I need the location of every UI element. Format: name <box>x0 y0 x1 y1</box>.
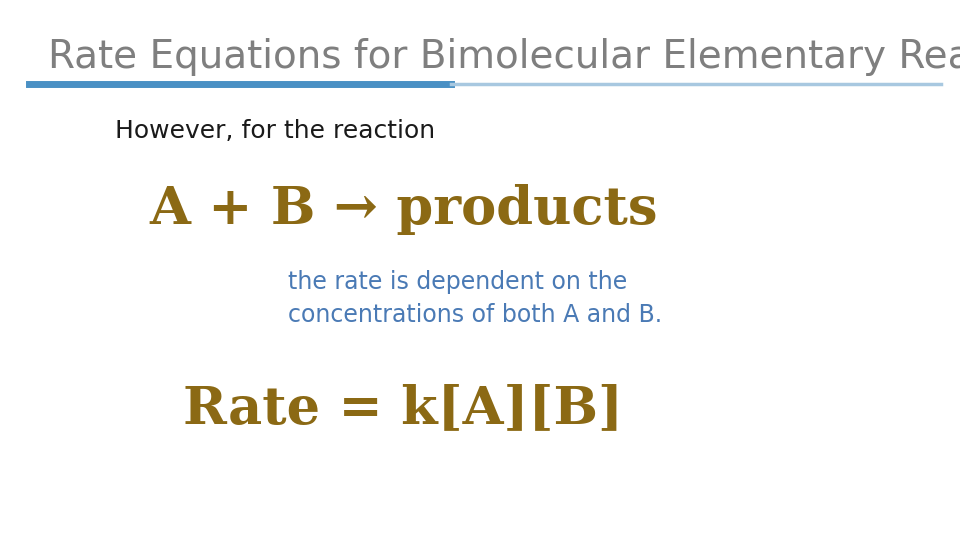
Text: Rate = k[A][B]: Rate = k[A][B] <box>183 383 623 434</box>
Text: A + B → products: A + B → products <box>149 184 658 234</box>
Text: However, for the reaction: However, for the reaction <box>115 119 435 143</box>
Text: Rate Equations for Bimolecular Elementary Reactions: Rate Equations for Bimolecular Elementar… <box>48 38 960 76</box>
Text: the rate is dependent on the
concentrations of both A and B.: the rate is dependent on the concentrati… <box>288 270 662 327</box>
